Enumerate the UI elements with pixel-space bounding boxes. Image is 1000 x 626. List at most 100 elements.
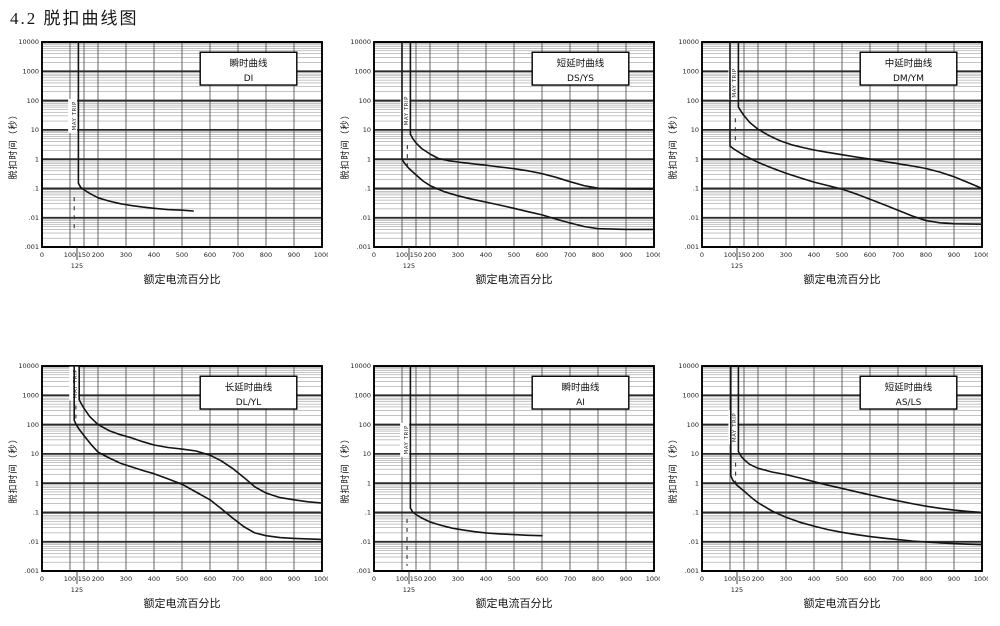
curve-title-line1: 中延时曲线 [885, 58, 933, 70]
x-axis-title: 额定电流百分比 [804, 272, 881, 286]
trip-curve [409, 365, 543, 537]
curve-title-line1: 瞬时曲线 [229, 58, 268, 70]
curve-title-box: 短延时曲线 AS/LS [859, 375, 958, 410]
svg-text:MAY TRIP: MAY TRIP [72, 101, 78, 130]
x-tick-label: 0 [700, 251, 704, 259]
y-axis-tick-labels: 10000 1000 100 10 1 .1 .01 .001 [678, 38, 699, 251]
x-tick-label: 150 [738, 251, 750, 259]
x-tick-label: 0 [372, 575, 376, 583]
y-tick-label: 1 [35, 479, 39, 487]
upper-trip-curve [737, 365, 983, 514]
may-trip-label: MAY TRIP [400, 422, 410, 457]
x-tick-label: 900 [948, 575, 960, 583]
y-tick-label: 1 [367, 155, 371, 163]
x-tick-label: 300 [120, 575, 132, 583]
y-tick-label: 1 [367, 479, 371, 487]
y-tick-label: 1000 [22, 391, 39, 399]
y-tick-label: 10000 [350, 38, 371, 46]
trip-curve-chart-DL-YL: 10000 1000 100 10 1.1.01.001 0 100 150 200 300 400… [6, 360, 330, 612]
trip-curve-chart-DS-YS: 10000 1000 100 10 1.1.01.001 0 100 150 200 300 400… [338, 36, 662, 288]
x-tick-label: 800 [920, 251, 932, 259]
svg-text:MAY TRIP: MAY TRIP [73, 369, 79, 398]
x-tick-label: 0 [700, 575, 704, 583]
x-tick-label: 0 [372, 251, 376, 259]
x-tick-label: 500 [508, 575, 520, 583]
sub-tick-125-label: 125 [71, 262, 83, 270]
upper-trip-curve [409, 41, 655, 190]
x-tick-label: 300 [452, 251, 464, 259]
x-tick-label: 600 [864, 575, 876, 583]
x-tick-label: 100 [64, 251, 76, 259]
curve-title-line2: AI [576, 398, 585, 408]
curve-title-line1: 长延时曲线 [225, 382, 273, 394]
x-tick-label: 1000 [974, 251, 988, 259]
x-axis-title: 额定电流百分比 [476, 272, 553, 286]
x-tick-label: 700 [564, 575, 576, 583]
trip-curve-chart-DM-YM: 10000 1000 100 10 1.1.01.001 0 100 150 200 300 400… [666, 36, 990, 288]
x-tick-label: 400 [808, 251, 820, 259]
x-tick-label: 500 [176, 251, 188, 259]
trip-curve-chart-AI: 10000 1000 100 10 1.1.01.001 0 100 150 200 300 400… [338, 360, 662, 612]
y-tick-label: 1 [695, 155, 699, 163]
lower-trip-curve [730, 365, 983, 546]
x-tick-label: 400 [480, 251, 492, 259]
svg-text:脱扣时间（秒）: 脱扣时间（秒） [7, 433, 19, 503]
x-tick-label: 150 [410, 251, 422, 259]
x-tick-label: 200 [752, 575, 764, 583]
y-tick-label: 10000 [678, 38, 699, 46]
x-tick-label: 300 [120, 251, 132, 259]
y-tick-label: 1000 [354, 391, 371, 399]
x-tick-label: 800 [920, 575, 932, 583]
x-tick-label: 400 [480, 575, 492, 583]
curve-title-box: 瞬时曲线 AI [531, 375, 630, 410]
svg-text:脱扣时间（秒）: 脱扣时间（秒） [667, 433, 679, 503]
y-tick-label: 100 [359, 421, 371, 429]
y-axis-title: 脱扣时间（秒） [7, 109, 19, 179]
y-axis-title: 脱扣时间（秒） [339, 433, 351, 503]
x-tick-label: 200 [424, 251, 436, 259]
x-tick-label: 0 [40, 575, 44, 583]
x-tick-label: 100 [396, 251, 408, 259]
trip-curve-chart-DI: 10000 1000 100 10 1.1.01.001 0 100 150 200 300 400… [6, 36, 330, 288]
curve-title-line2: DM/YM [893, 74, 924, 84]
x-tick-label: 200 [92, 251, 104, 259]
x-tick-label: 800 [592, 251, 604, 259]
x-tick-label: 100 [724, 251, 736, 259]
y-tick-label: 10 [31, 126, 39, 134]
x-axis-title: 额定电流百分比 [144, 272, 221, 286]
x-tick-label: 800 [260, 251, 272, 259]
x-tick-label: 200 [752, 251, 764, 259]
y-tick-label: 10000 [678, 362, 699, 370]
x-tick-label: 200 [92, 575, 104, 583]
trip-curve [77, 41, 194, 212]
svg-text:脱扣时间（秒）: 脱扣时间（秒） [7, 109, 19, 179]
x-tick-label: 500 [508, 251, 520, 259]
y-tick-label: 1000 [354, 67, 371, 75]
x-tick-label: 1000 [314, 251, 328, 259]
x-tick-label: 300 [780, 575, 792, 583]
x-axis-title: 额定电流百分比 [804, 596, 881, 610]
trip-curve-chart-AS-LS: 10000 1000 100 10 1.1.01.001 0 100 150 200 300 400… [666, 360, 990, 612]
x-tick-label: 400 [148, 575, 160, 583]
y-tick-label: .1 [365, 185, 371, 193]
svg-text:脱扣时间（秒）: 脱扣时间（秒） [667, 109, 679, 179]
sub-tick-125-label: 125 [71, 586, 83, 594]
x-tick-label: 150 [738, 575, 750, 583]
y-tick-label: 100 [27, 97, 39, 105]
x-tick-label: 600 [536, 251, 548, 259]
sub-tick-125-label: 125 [403, 262, 415, 270]
svg-text:脱扣时间（秒）: 脱扣时间（秒） [339, 433, 351, 503]
x-tick-label: 700 [232, 251, 244, 259]
x-tick-label: 1000 [974, 575, 988, 583]
plot-border [41, 365, 323, 572]
y-tick-label: 10 [31, 450, 39, 458]
y-tick-label: .001 [357, 243, 371, 251]
y-tick-label: .001 [685, 243, 699, 251]
y-axis-tick-labels: 10000 1000 100 10 1 .1 .01 .001 [350, 38, 371, 251]
